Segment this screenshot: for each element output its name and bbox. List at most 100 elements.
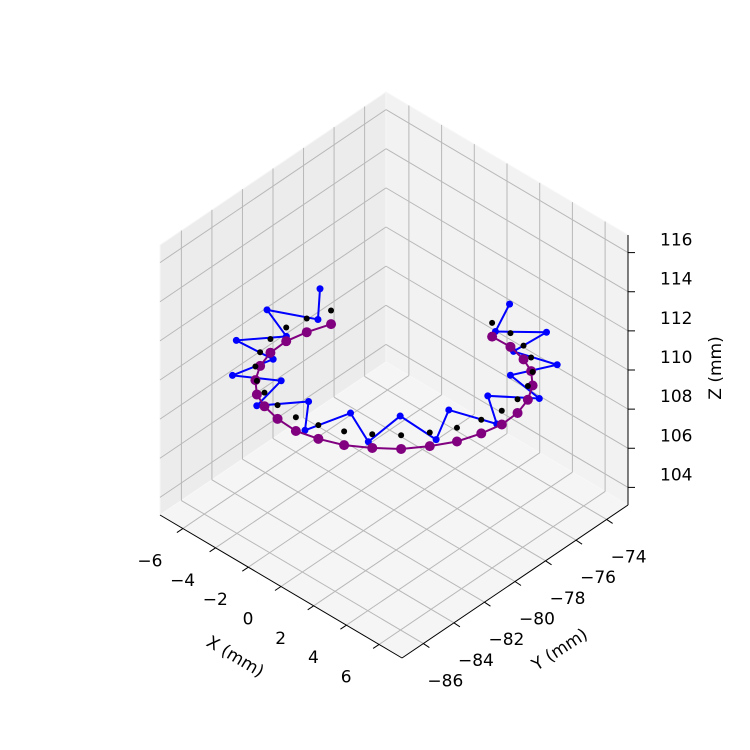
grid-line xyxy=(385,187,629,332)
data-point xyxy=(315,422,322,429)
tick-mark xyxy=(606,519,613,524)
data-point xyxy=(528,354,535,361)
data-point xyxy=(251,389,262,400)
z-tick-label: 108 xyxy=(660,387,692,407)
data-point xyxy=(553,361,561,369)
grid-line xyxy=(159,265,387,420)
data-point xyxy=(512,407,523,418)
y-tick-label: −74 xyxy=(611,547,647,567)
data-point xyxy=(522,394,533,405)
data-point xyxy=(313,433,324,444)
grid-line xyxy=(159,148,387,303)
z-tick-label: 114 xyxy=(660,270,692,290)
data-point xyxy=(277,377,285,385)
data-point xyxy=(487,331,498,342)
data-point xyxy=(524,383,531,390)
data-point xyxy=(301,426,309,434)
tick-mark xyxy=(176,528,184,533)
data-point xyxy=(451,436,462,447)
data-point xyxy=(514,396,521,403)
data-point xyxy=(283,324,290,331)
y-tick-label: −80 xyxy=(519,610,555,630)
y-tick-label: −82 xyxy=(489,630,525,650)
grid-line xyxy=(333,396,577,541)
data-point xyxy=(489,319,496,326)
z-tick-label: 112 xyxy=(660,309,692,329)
z-tick-label: 110 xyxy=(660,348,692,368)
data-point xyxy=(253,402,261,410)
grid-line xyxy=(159,109,387,264)
grid-line xyxy=(385,265,629,410)
z-axis-label: Z (mm) xyxy=(706,336,726,399)
x-axis-line xyxy=(159,514,403,659)
grid-line xyxy=(211,479,455,624)
tick-mark xyxy=(372,644,380,649)
data-point xyxy=(507,330,514,337)
data-point xyxy=(228,371,236,379)
x-tick-label: 2 xyxy=(275,629,286,649)
y-tick-label: −84 xyxy=(458,651,494,671)
tick-mark xyxy=(575,539,583,545)
tick-mark xyxy=(209,547,216,553)
grid-line xyxy=(181,500,424,644)
grid-line xyxy=(385,226,629,371)
tick-mark xyxy=(307,605,314,611)
tick-mark xyxy=(242,566,249,572)
data-point xyxy=(281,336,292,347)
data-point xyxy=(339,440,350,451)
data-point xyxy=(314,315,322,323)
data-point xyxy=(290,425,301,436)
x-tick-label: −4 xyxy=(170,571,195,591)
y-tick-label: −78 xyxy=(550,589,586,609)
data-point xyxy=(301,327,312,338)
data-point xyxy=(398,432,405,439)
x-tick-label: −2 xyxy=(203,590,228,610)
grid-line xyxy=(159,187,387,342)
grid-line xyxy=(364,376,607,520)
data-point xyxy=(367,442,378,453)
data-point xyxy=(253,377,260,384)
data-point xyxy=(328,307,335,314)
tick-mark xyxy=(274,586,282,591)
tick-mark xyxy=(484,601,491,607)
z-tick-label: 116 xyxy=(660,231,692,251)
tick-mark xyxy=(340,624,347,630)
x-tick-label: 0 xyxy=(243,610,254,630)
grid-line xyxy=(159,226,387,381)
data-point xyxy=(505,341,516,352)
grid-line xyxy=(159,304,387,459)
data-point xyxy=(506,371,514,379)
x-tick-label: 6 xyxy=(341,667,352,687)
data-point xyxy=(426,429,433,436)
data-point xyxy=(326,319,337,330)
y-tick-label: −86 xyxy=(427,672,463,692)
grid-line xyxy=(385,109,629,254)
data-point xyxy=(369,431,376,438)
grid-line xyxy=(385,304,629,449)
data-point xyxy=(424,441,435,452)
data-point xyxy=(347,409,355,417)
grid-line xyxy=(385,148,629,293)
data-point xyxy=(432,436,440,444)
data-point xyxy=(265,347,276,358)
data-point xyxy=(274,402,281,409)
data-point xyxy=(498,407,505,414)
data-point xyxy=(496,419,507,430)
data-point xyxy=(484,392,492,400)
data-point xyxy=(445,406,453,414)
data-point xyxy=(476,428,487,439)
data-point xyxy=(305,397,313,405)
tick-mark xyxy=(514,581,522,586)
data-point xyxy=(478,416,485,423)
data-point xyxy=(303,315,310,322)
data-point xyxy=(542,328,550,336)
y-tick-label: −76 xyxy=(580,568,616,588)
tick-mark xyxy=(545,560,552,566)
data-point xyxy=(520,342,527,349)
tick-mark xyxy=(423,643,430,648)
tick-mark xyxy=(453,622,461,628)
data-point xyxy=(453,424,460,431)
z-tick-label: 106 xyxy=(660,426,692,446)
data-point xyxy=(341,428,348,435)
